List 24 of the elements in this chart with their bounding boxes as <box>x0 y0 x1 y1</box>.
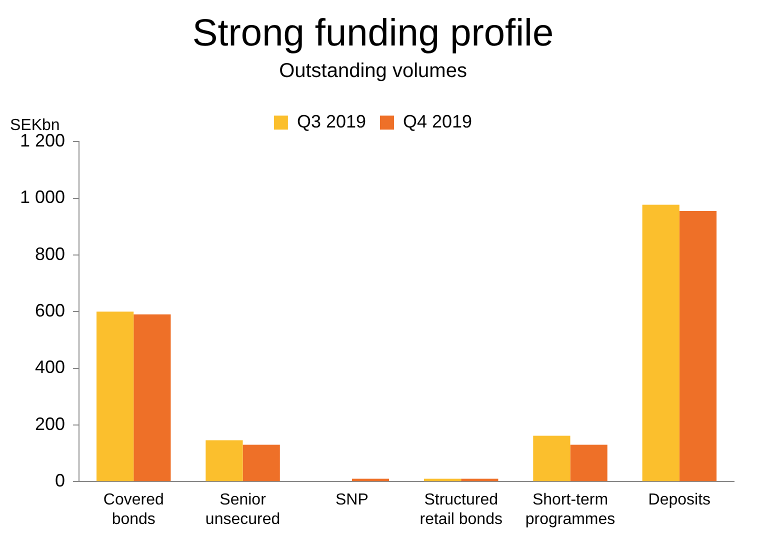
chart-subtitle: Outstanding volumes <box>279 60 467 82</box>
x-tick-label: Short-term programmes <box>525 492 616 528</box>
bar <box>96 312 134 482</box>
y-tick-label: 0 <box>55 470 66 491</box>
y-tick-label: 600 <box>34 300 66 321</box>
bar <box>570 444 608 482</box>
bar <box>642 204 680 482</box>
y-tick-label: 400 <box>34 357 66 378</box>
y-tick-label: 200 <box>34 414 66 434</box>
y-tick-label: 800 <box>34 244 66 264</box>
legend-label: Q3 2019 <box>296 112 366 132</box>
chart-title: Strong funding profile <box>192 12 554 54</box>
x-tick-label: SNP <box>335 492 368 509</box>
bar <box>533 436 570 482</box>
y-tick-label: 1 000 <box>20 187 66 208</box>
bar <box>242 444 280 482</box>
bar <box>134 314 171 482</box>
legend-label: Q4 2019 <box>403 112 472 132</box>
x-tick-label: Senior unsecured <box>205 492 280 528</box>
x-tick-label: Covered bonds <box>103 492 164 528</box>
x-tick-label: Structured retail bonds <box>420 492 502 528</box>
x-tick-label: Deposits <box>648 492 711 509</box>
bar <box>679 211 717 482</box>
bar <box>206 440 243 482</box>
